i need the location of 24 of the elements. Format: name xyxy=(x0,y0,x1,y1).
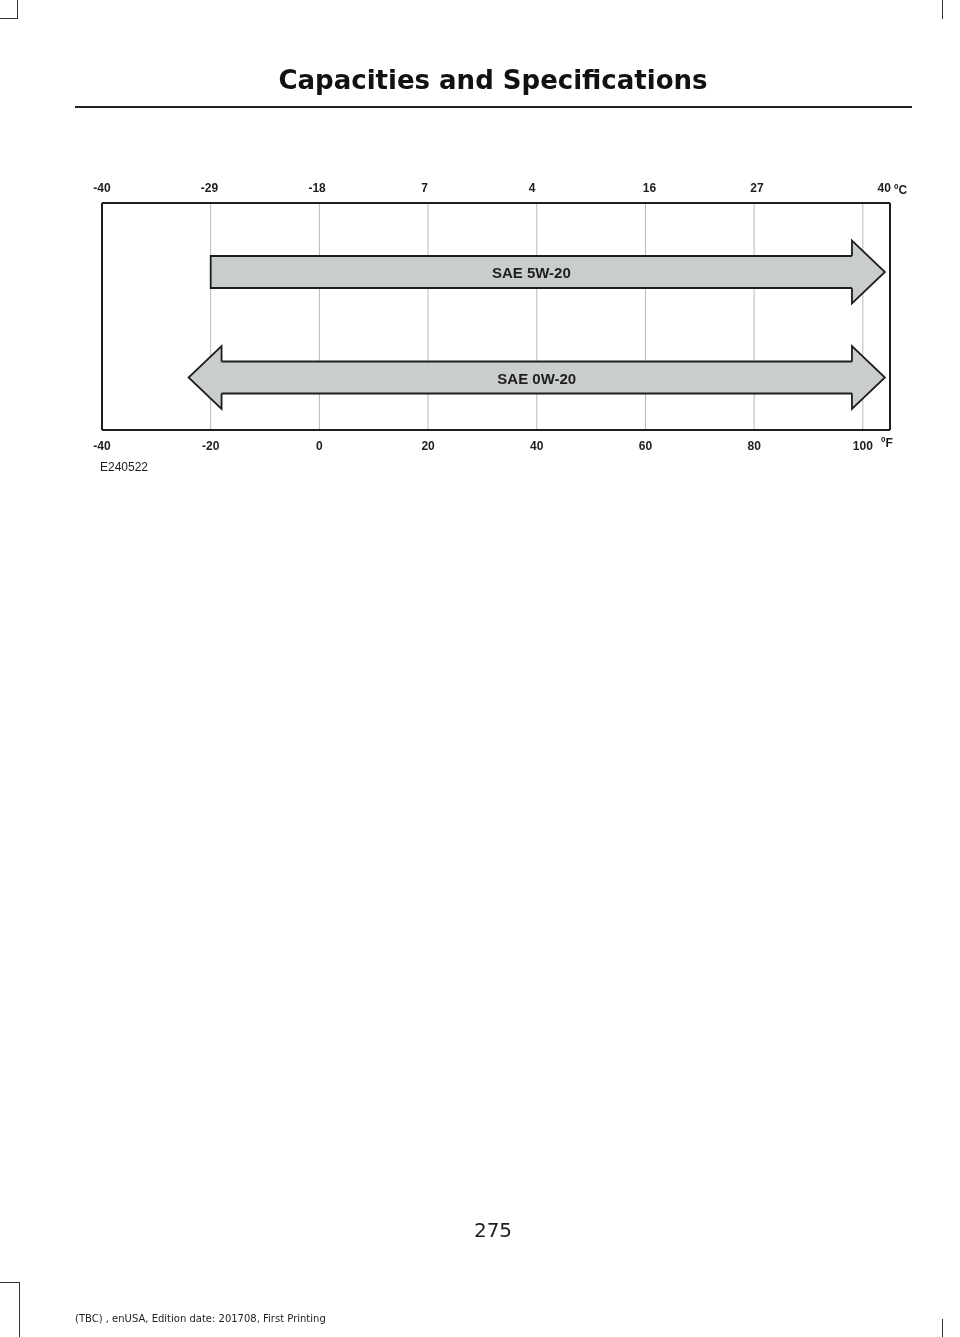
x-tick-label: -20 xyxy=(202,438,220,453)
x2-tick-label: 40 xyxy=(877,181,892,195)
x2-tick-label: 16 xyxy=(642,181,657,195)
x2-axis-title: ºC xyxy=(894,183,908,198)
x-tick-label: 40 xyxy=(530,438,544,453)
chart-title: Capacities and Specifications xyxy=(278,65,708,95)
y-tick-label: SAE 0W-20 xyxy=(497,369,577,386)
x2-tick-label: 4 xyxy=(528,181,536,195)
x2-tick-label: 27 xyxy=(750,181,765,195)
x-tick-label: 60 xyxy=(638,438,653,453)
x-tick-label: -40 xyxy=(93,438,111,453)
x-tick-label: 0 xyxy=(316,438,324,453)
x-axis-title: ºF xyxy=(881,436,893,451)
x2-tick-label: -40 xyxy=(93,181,111,195)
x-tick-label: 80 xyxy=(747,438,762,453)
text: 275 xyxy=(473,1218,513,1242)
x-tick-label: 20 xyxy=(421,438,436,453)
text: E240522 xyxy=(100,460,149,474)
x2-tick-label: 7 xyxy=(421,181,429,195)
x-tick-label: 100 xyxy=(852,438,874,453)
x2-tick-label: -18 xyxy=(308,181,327,195)
x2-tick-label: -29 xyxy=(200,181,219,195)
y-tick-label: SAE 5W-20 xyxy=(491,263,571,281)
text: (TBC) , enUSA, Edition date: 201708, First Printing xyxy=(75,1313,326,1324)
